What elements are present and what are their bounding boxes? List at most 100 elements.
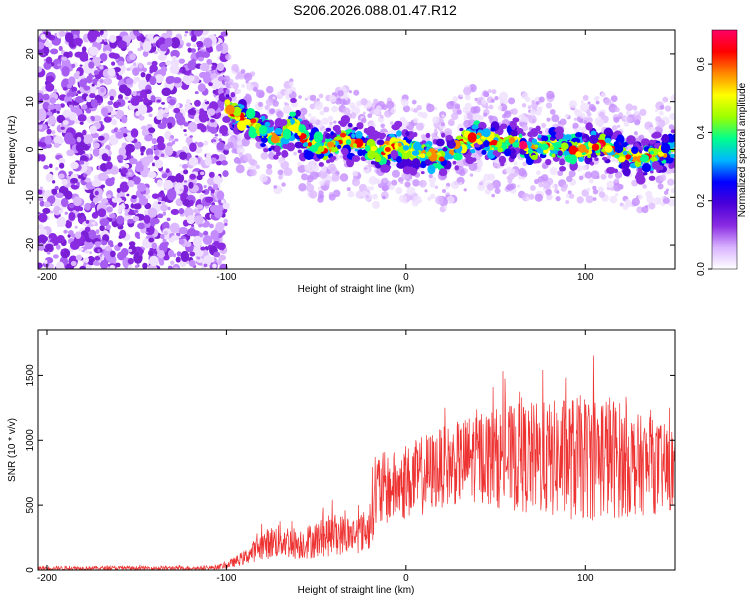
spectrogram-halo-cell	[580, 100, 584, 104]
spectrogram-noise-cell	[142, 262, 148, 269]
spectrogram-ridge-cell	[442, 147, 448, 152]
spectrogram-ridge-cell	[402, 145, 410, 151]
spectrogram-noise-cell	[58, 162, 65, 169]
spectrogram-noise-cell	[39, 186, 43, 191]
spectrogram-halo-cell	[318, 169, 328, 179]
spectrogram-ridge-cell	[408, 166, 414, 172]
spectrogram-noise-cell	[126, 67, 131, 71]
spectrogram-noise-cell	[134, 264, 139, 269]
spectrogram-halo-cell	[297, 164, 306, 174]
spectrogram-halo-cell	[614, 171, 623, 179]
spectrogram-halo-cell	[264, 104, 270, 111]
spectrogram-noise-cell	[216, 62, 225, 72]
spectrogram-ridge-cell	[337, 144, 342, 149]
spectrogram-halo-cell	[657, 183, 664, 190]
spectrogram-noise-cell	[161, 87, 172, 97]
spectrogram-halo-cell	[624, 199, 631, 206]
spectrogram-noise-cell	[167, 206, 171, 211]
spectrogram-noise-cell	[204, 157, 212, 166]
spectrogram-halo-cell	[266, 163, 273, 170]
spectrogram-halo-cell	[225, 53, 232, 61]
spectrogram-noise-cell	[195, 40, 204, 48]
spectrogram-noise-cell	[110, 110, 117, 116]
spectrogram-noise-cell	[46, 251, 51, 255]
spectrogram-x-axis-label: Height of straight line (km)	[298, 284, 415, 295]
spectrogram-ridge-cell	[297, 131, 302, 136]
spectrogram-halo-cell	[505, 166, 513, 174]
spectrogram-ridge-cell	[527, 148, 534, 154]
spectrogram-ridge-cell	[274, 127, 283, 135]
spectrogram-noise-cell	[51, 41, 56, 45]
spectrogram-noise-cell	[151, 46, 157, 52]
spectrogram-y-tick-label: 20	[25, 48, 36, 60]
spectrogram-ridge-cell	[639, 156, 648, 163]
spectrogram-halo-cell	[600, 92, 607, 98]
spectrogram-ridge-cell	[470, 148, 476, 154]
spectrogram-halo-cell	[618, 112, 624, 118]
spectrogram-noise-cell	[204, 101, 210, 105]
spectrogram-ridge-cell	[355, 130, 363, 139]
spectrogram-noise-cell	[134, 144, 141, 150]
spectrogram-halo-cell	[413, 117, 419, 124]
spectrogram-ridge-cell	[555, 131, 564, 140]
spectrogram-noise-cell	[71, 30, 79, 34]
spectrogram-ridge-cell	[335, 128, 342, 135]
spectrogram-halo-cell	[579, 103, 589, 112]
spectrogram-noise-cell	[147, 171, 157, 179]
spectrogram-halo-cell	[669, 113, 675, 121]
spectrogram-noise-cell	[53, 88, 58, 93]
spectrogram-noise-cell	[160, 200, 166, 205]
spectrogram-noise-cell	[45, 83, 55, 92]
spectrogram-halo-cell	[511, 108, 518, 115]
spectrogram-halo-cell	[412, 179, 420, 187]
spectrogram-halo-cell	[668, 124, 675, 130]
spectrogram-halo-cell	[549, 167, 558, 176]
spectrogram-halo-cell	[663, 196, 667, 200]
spectrogram-noise-cell	[64, 211, 68, 215]
spectrogram-halo-cell	[557, 120, 562, 125]
spectrogram-noise-cell	[39, 200, 45, 207]
spectrogram-noise-cell	[104, 38, 108, 43]
spectrogram-ridge-cell	[392, 124, 398, 131]
spectrogram-noise-cell	[47, 104, 56, 110]
spectrogram-halo-cell	[595, 100, 600, 105]
spectrogram-noise-cell	[55, 261, 65, 269]
spectrogram-noise-cell	[99, 30, 104, 35]
spectrogram-ridge-cell	[602, 156, 608, 161]
spectrogram-halo-cell	[564, 113, 569, 118]
spectrogram-ridge-cell	[481, 149, 487, 155]
spectrogram-halo-cell	[311, 164, 320, 173]
spectrogram-peak	[250, 118, 257, 124]
spectrogram-halo-cell	[631, 197, 640, 207]
spectrogram-ridge-cell	[626, 135, 636, 145]
spectrogram-x-tick-label: 100	[577, 272, 594, 283]
spectrogram-noise-cell	[71, 63, 76, 68]
spectrogram-halo-cell	[469, 173, 473, 177]
spectrogram-noise-cell	[128, 171, 132, 176]
spectrogram-halo-cell	[595, 95, 600, 100]
spectrogram-halo-cell	[284, 90, 289, 96]
spectrogram-halo-cell	[494, 187, 501, 194]
snr-x-tick-label: 100	[577, 573, 594, 584]
spectrogram-halo-cell	[567, 190, 572, 195]
spectrogram-ridge-cell	[230, 91, 236, 98]
spectrogram-noise-cell	[188, 156, 199, 167]
spectrogram-halo-cell	[255, 164, 260, 170]
spectrogram-noise-cell	[160, 190, 164, 194]
spectrogram-noise-cell	[77, 177, 82, 182]
colorbar-tick-label: 0.4	[696, 125, 707, 139]
spectrogram-y-tick-label: 0	[25, 146, 36, 152]
spectrogram-noise-cell	[97, 172, 107, 182]
spectrogram-halo-cell	[536, 170, 541, 176]
snr-plot-area	[38, 355, 675, 570]
spectrogram-halo-cell	[418, 179, 427, 188]
colorbar	[712, 30, 737, 269]
spectrogram-noise-cell	[192, 43, 198, 48]
spectrogram-noise-cell	[117, 40, 127, 49]
spectrogram-halo-cell	[517, 167, 527, 177]
spectrogram-ridge-cell	[500, 162, 505, 167]
spectrogram-halo-cell	[623, 121, 630, 127]
spectrogram-noise-cell	[165, 60, 171, 66]
spectrogram-noise-cell	[108, 52, 117, 59]
spectrogram-ridge-cell	[465, 156, 475, 165]
